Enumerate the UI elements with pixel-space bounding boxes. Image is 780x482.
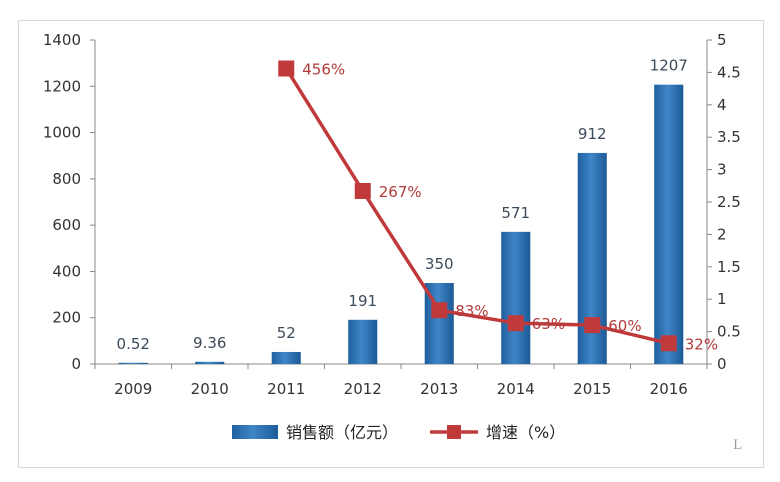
bar-2012 — [348, 319, 378, 364]
bar-value-label: 1207 — [650, 57, 688, 75]
y-right-tick-label: 5 — [717, 31, 727, 49]
y-left-tick-label: 0 — [71, 355, 81, 373]
x-tick-label: 2012 — [344, 380, 382, 398]
bar-2016 — [654, 84, 684, 364]
legend: 销售额（亿元） 增速（%） — [232, 423, 565, 442]
growth-marker-2011 — [278, 60, 295, 77]
x-tick-label: 2014 — [497, 380, 535, 398]
y-right-tick-label: 4.5 — [717, 63, 741, 81]
bar-value-label: 350 — [425, 255, 454, 273]
y-left-tick-label: 200 — [52, 309, 81, 327]
bar-value-label: 9.36 — [193, 334, 226, 352]
growth-marker-2013 — [431, 302, 448, 319]
y-right-tick-label: 2 — [717, 225, 727, 243]
bar-2014 — [501, 231, 531, 364]
legend-bar-label: 销售额（亿元） — [286, 423, 398, 442]
x-tick-label: 2013 — [420, 380, 458, 398]
bar-value-label: 0.52 — [117, 335, 150, 353]
corner-mark: L — [733, 438, 742, 453]
line-series — [278, 60, 677, 352]
y-right-tick-label: 1.5 — [717, 258, 741, 276]
y-right-tick-label: 1 — [717, 290, 727, 308]
growth-value-label: 267% — [379, 183, 422, 201]
bar-2009 — [118, 362, 148, 364]
legend-line-marker — [447, 425, 461, 439]
growth-marker-2016 — [660, 335, 677, 352]
growth-value-label: 83% — [455, 302, 488, 320]
y-left-tick-label: 1200 — [43, 77, 81, 95]
x-tick-label: 2009 — [114, 380, 152, 398]
y-right-tick-label: 2.5 — [717, 193, 741, 211]
bar-value-label: 571 — [501, 204, 530, 222]
growth-value-label: 456% — [302, 61, 345, 79]
legend-line-label: 增速（%） — [486, 423, 565, 442]
bar-2011 — [271, 351, 301, 364]
growth-value-label: 60% — [608, 317, 641, 335]
y-right-tick-label: 3 — [717, 161, 727, 179]
y-left-tick-label: 1000 — [43, 124, 81, 142]
bar-value-label: 52 — [277, 324, 296, 342]
growth-marker-2012 — [354, 182, 371, 199]
growth-value-label: 32% — [685, 335, 718, 353]
y-left-tick-label: 400 — [52, 262, 81, 280]
growth-value-label: 63% — [532, 315, 565, 333]
x-tick-label: 2015 — [573, 380, 611, 398]
x-tick-label: 2016 — [650, 380, 688, 398]
x-tick-label: 2010 — [191, 380, 229, 398]
growth-marker-2014 — [507, 315, 524, 332]
y-left-tick-label: 600 — [52, 216, 81, 234]
y-right-tick-label: 0.5 — [717, 323, 741, 341]
bar-value-label: 912 — [578, 125, 607, 143]
bar-value-label: 191 — [348, 292, 377, 310]
growth-line — [284, 67, 670, 345]
chart-frame — [18, 20, 764, 468]
growth-marker-2015 — [584, 317, 601, 334]
y-left-tick-label: 800 — [52, 170, 81, 188]
bar-2010 — [195, 361, 225, 364]
y-left-tick-label: 1400 — [43, 31, 81, 49]
y-right-tick-label: 3.5 — [717, 128, 741, 146]
y-right-tick-label: 4 — [717, 96, 727, 114]
axes: 0 200 400 600 800 1000 1200 1400 0 0.5 1 1.5 2 2.5 3 3.… — [43, 31, 741, 398]
x-tick-label: 2011 — [267, 380, 305, 398]
legend-bar-swatch — [232, 425, 278, 439]
data-labels: 0.52 9.36 52 191 350 571 912 1207 456% 267% 83% 63%… — [117, 57, 719, 354]
y-right-tick-label: 0 — [717, 355, 727, 373]
